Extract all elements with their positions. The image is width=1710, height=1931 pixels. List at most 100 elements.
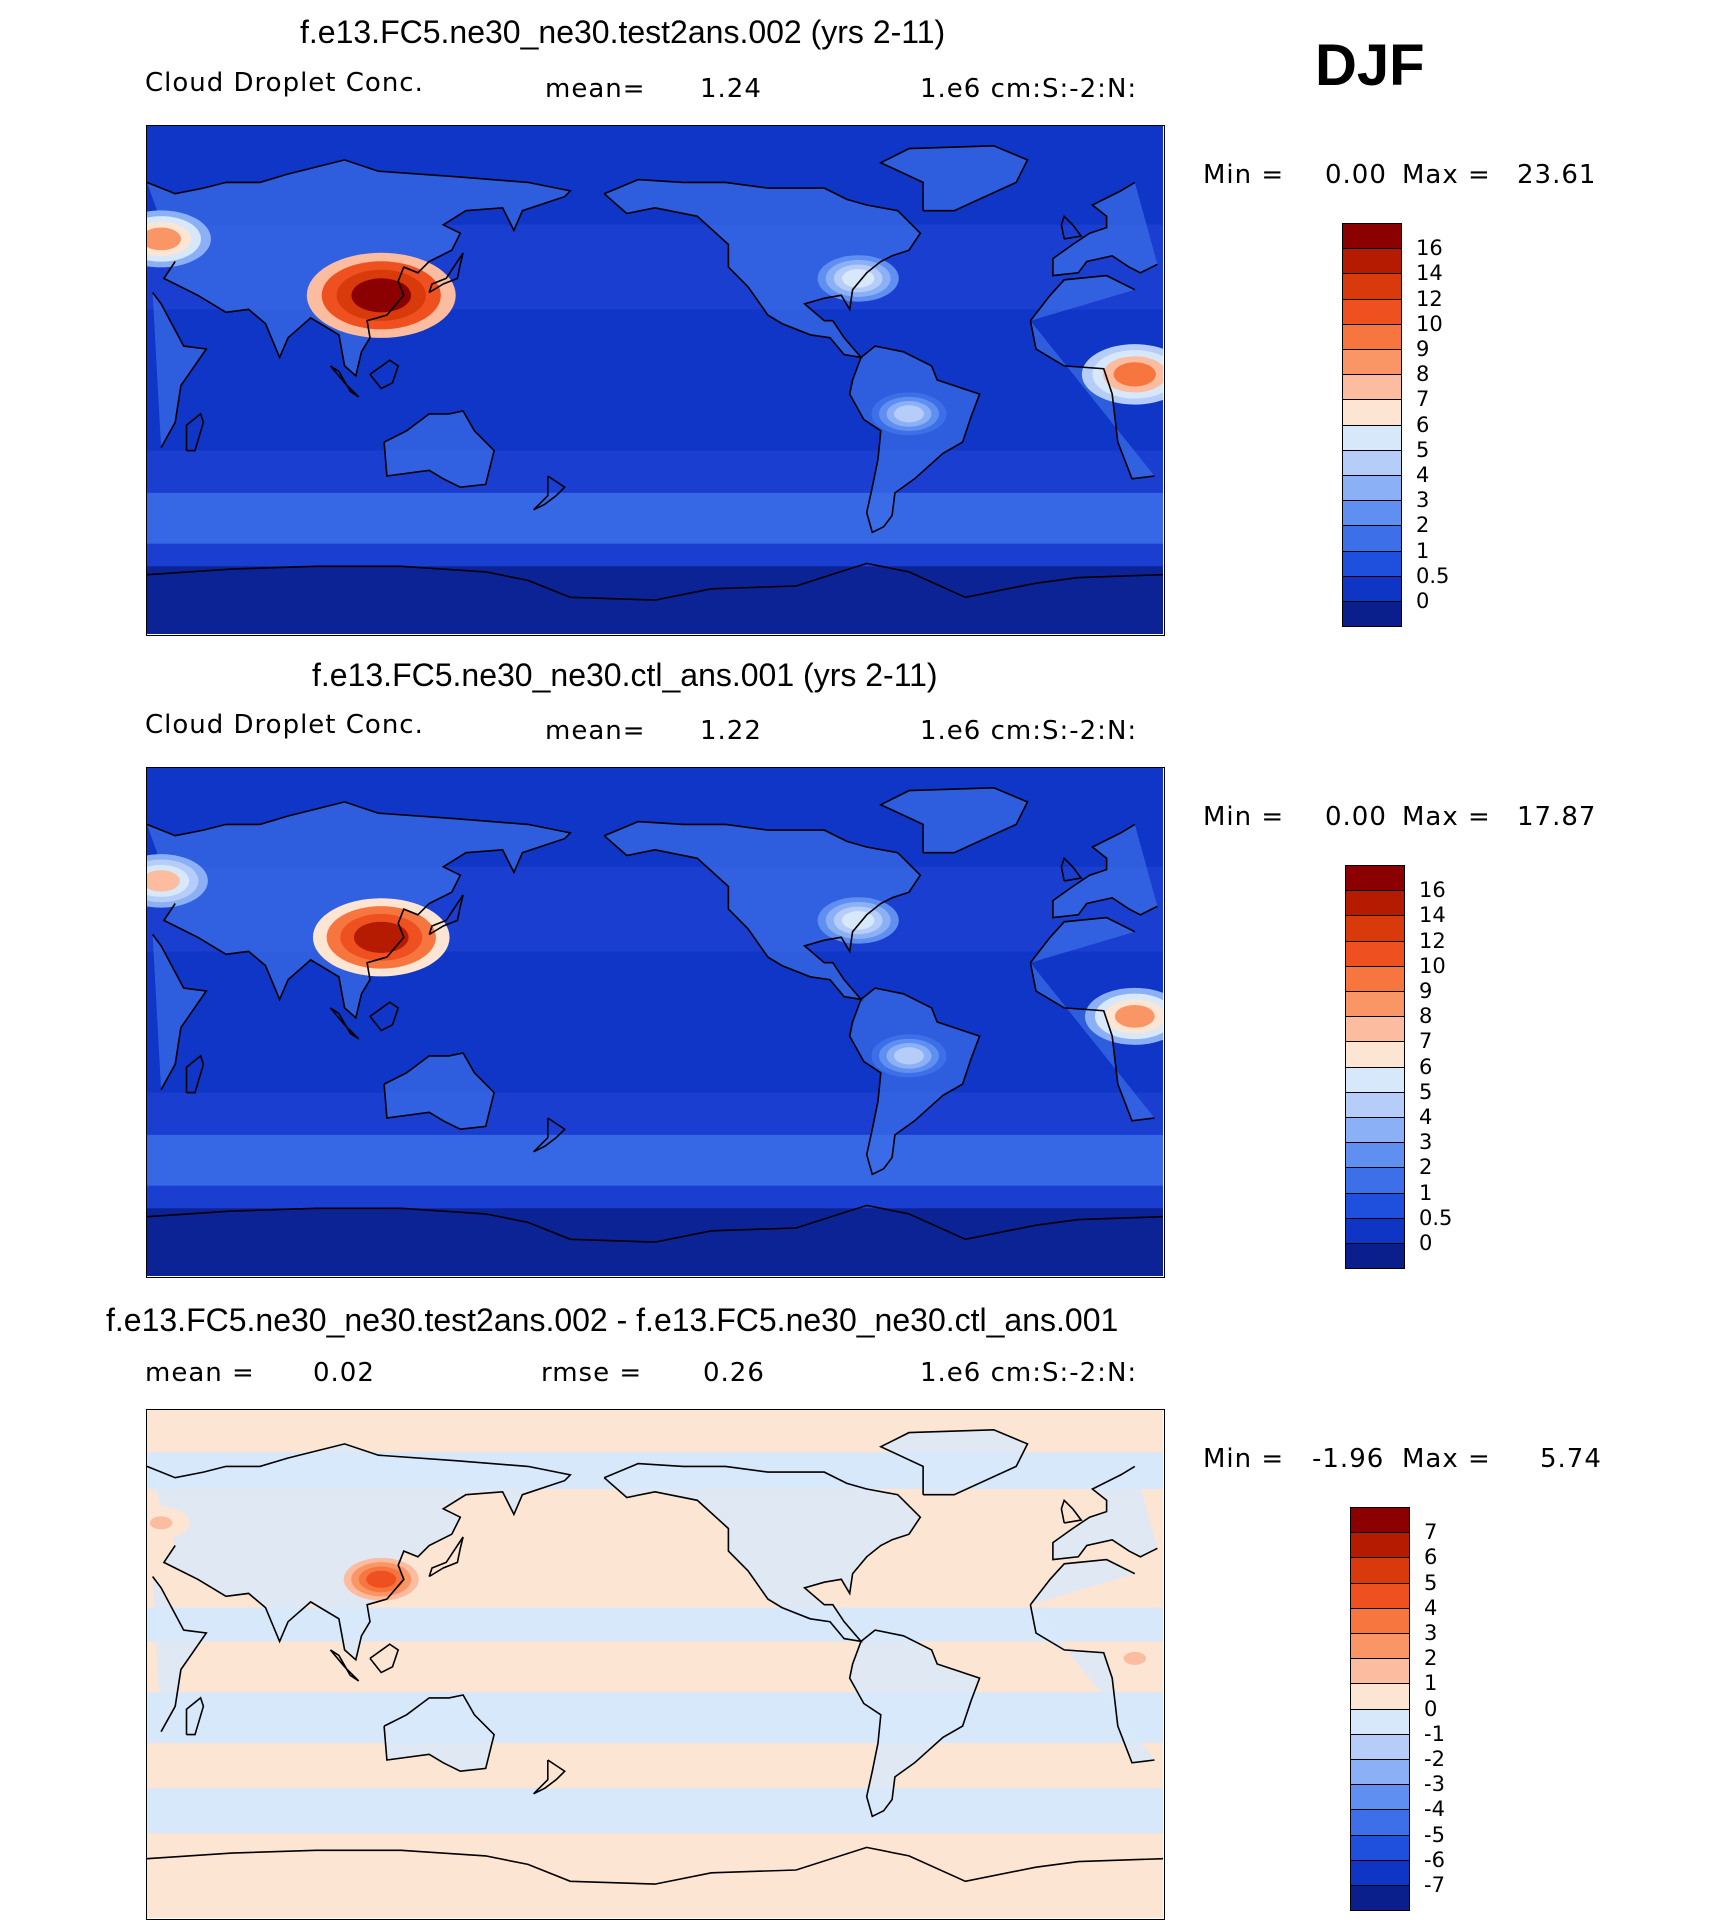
panel-2-field: [147, 768, 1163, 1276]
panel-2-min-value: 0.00: [1325, 802, 1387, 832]
coastline: [533, 475, 566, 511]
zonal-band: [147, 1788, 1163, 1834]
colorbar-label: 3: [1424, 1621, 1438, 1645]
land-tint: [880, 787, 1028, 853]
colorbar-swatch: [1350, 1885, 1410, 1912]
colorbar-label: 1: [1424, 1671, 1438, 1696]
land-tint: [152, 275, 1155, 479]
panel-2-stat-value: 1.22: [700, 716, 762, 746]
colorbar-swatch: [1350, 1532, 1410, 1559]
colorbar-label: 2: [1419, 1155, 1433, 1180]
colorbar-swatch: [1345, 1192, 1405, 1219]
coastline: [329, 365, 360, 398]
colorbar-swatch: [1342, 323, 1402, 351]
colorbar-label: 2: [1424, 1646, 1438, 1671]
colorbar-swatch: [1345, 940, 1405, 967]
coastline: [848, 345, 981, 534]
colorbar-label: 1: [1416, 538, 1430, 563]
colorbar-label: 12: [1416, 286, 1443, 311]
coastline: [603, 820, 922, 1001]
hotspot-central-africa: [1113, 362, 1156, 387]
panel-2-max-label: Max =: [1402, 802, 1491, 832]
coastline: [185, 1054, 205, 1094]
hotspot-south-america: [893, 1047, 925, 1065]
colorbar-swatch: [1342, 349, 1402, 376]
coastline: [147, 562, 1163, 601]
colorbar-swatch: [1342, 273, 1402, 300]
panel-3-min-label: Min =: [1203, 1444, 1285, 1474]
colorbar-swatch: [1350, 1507, 1410, 1534]
land-tint: [384, 411, 495, 488]
colorbar-label: 14: [1419, 903, 1446, 928]
panel-3-coastlines: [147, 1428, 1163, 1885]
zonal-band: [147, 309, 1163, 451]
colorbar-swatch: [1350, 1809, 1410, 1836]
colorbar-swatch: [1345, 965, 1405, 993]
colorbar-swatch: [1350, 1784, 1410, 1811]
colorbar-swatch: [1345, 890, 1405, 917]
colorbar-label: 8: [1419, 1004, 1433, 1029]
colorbar-label: 3: [1419, 1130, 1433, 1155]
panel-1-stat-label: mean=: [545, 74, 646, 104]
coastline: [1060, 214, 1083, 240]
coastline: [383, 1694, 495, 1773]
hotspot-east-china: [351, 278, 412, 313]
panel-3-units: 1.e6 cm:S:-2:N:: [920, 1358, 1138, 1388]
coastline: [147, 159, 1158, 378]
coastline: [151, 1558, 1155, 1764]
panel-1-variable: Cloud Droplet Conc.: [145, 68, 424, 98]
panel-1-coastlines: [147, 144, 1163, 601]
coastline: [878, 144, 1029, 212]
coastline: [878, 1428, 1029, 1496]
panel-3-map: [146, 1409, 1165, 1920]
colorbar-label: 3: [1416, 488, 1430, 513]
land-tint: [849, 988, 980, 1175]
panel-3-rmse-value: 0.26: [703, 1358, 765, 1388]
colorbar-label: 5: [1416, 437, 1430, 462]
land-tint: [147, 1443, 1158, 1660]
colorbar-label: -2: [1424, 1747, 1445, 1771]
panel-2-max-value: 17.87: [1517, 802, 1597, 832]
coastline: [329, 1007, 360, 1040]
colorbar-label: 14: [1416, 261, 1443, 286]
coastline: [878, 786, 1029, 854]
land-tint: [849, 1630, 980, 1817]
colorbar-label: 2: [1416, 513, 1430, 538]
coastline: [383, 410, 495, 489]
land-tint: [604, 179, 921, 358]
colorbar-label: -1: [1424, 1721, 1445, 1746]
colorbar-swatch: [1350, 1557, 1410, 1584]
colorbar-swatch: [1345, 1066, 1405, 1093]
colorbar-label: 8: [1416, 362, 1430, 387]
hotspot-europe: [149, 1516, 173, 1530]
colorbar-swatch: [1345, 1243, 1405, 1270]
colorbar-label: 4: [1424, 1595, 1438, 1620]
colorbar-swatch: [1342, 223, 1402, 250]
panel-2-stat-label: mean=: [545, 716, 646, 746]
coastline: [848, 1629, 981, 1818]
colorbar-swatch: [1345, 991, 1405, 1018]
colorbar-label: 5: [1424, 1570, 1438, 1595]
panel-3-mean-value: 0.02: [313, 1358, 375, 1388]
coastline: [151, 274, 1155, 480]
coastline: [147, 801, 1158, 1020]
colorbar-swatch: [1342, 550, 1402, 577]
land-tint: [880, 145, 1028, 211]
panel-1-stat-value: 1.24: [700, 74, 762, 104]
panel-3-rmse-label: rmse =: [541, 1358, 643, 1388]
coastline: [369, 359, 400, 390]
colorbar-label: -5: [1424, 1822, 1445, 1847]
land-tint: [384, 1053, 495, 1130]
colorbar-label: 1: [1419, 1180, 1433, 1205]
colorbar-label: 0: [1419, 1231, 1433, 1255]
colorbar-swatch: [1345, 1217, 1405, 1245]
colorbar-swatch: [1350, 1708, 1410, 1735]
hotspot-eastern-us: [841, 911, 875, 930]
colorbar-swatch: [1350, 1633, 1410, 1660]
coastline: [533, 1117, 566, 1153]
panel-3-max-value: 5.74: [1540, 1444, 1602, 1474]
colorbar-swatch: [1342, 298, 1402, 325]
panel-3-mean-label: mean =: [145, 1358, 255, 1388]
colorbar-swatch: [1345, 915, 1405, 942]
zonal-band: [147, 492, 1163, 544]
